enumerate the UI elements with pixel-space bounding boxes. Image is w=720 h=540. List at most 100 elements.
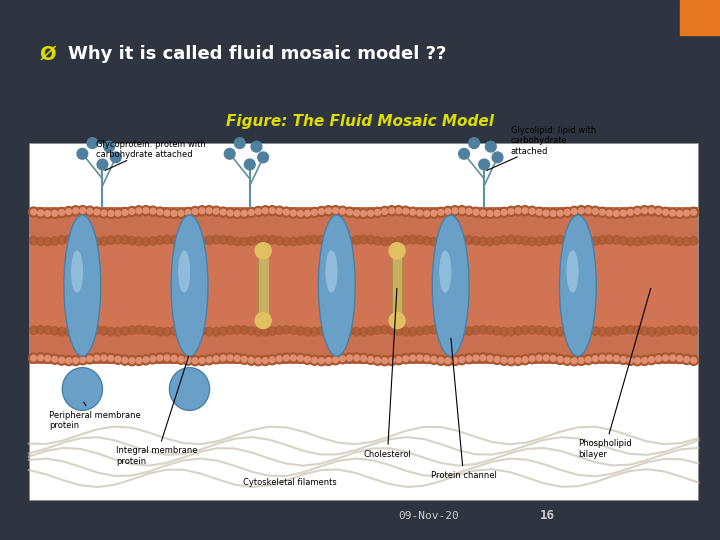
Circle shape [43, 326, 52, 334]
Circle shape [240, 326, 248, 334]
Circle shape [600, 355, 606, 361]
Circle shape [204, 206, 214, 215]
Circle shape [228, 210, 233, 216]
Circle shape [443, 206, 453, 217]
Circle shape [225, 148, 235, 159]
Circle shape [345, 207, 354, 217]
Circle shape [150, 356, 156, 362]
Circle shape [639, 206, 649, 215]
Circle shape [380, 237, 389, 246]
Text: Figure: The Fluid Mosaic Model: Figure: The Fluid Mosaic Model [226, 114, 494, 129]
Circle shape [268, 327, 276, 335]
Circle shape [50, 237, 59, 245]
Circle shape [185, 357, 191, 363]
Circle shape [290, 210, 296, 216]
Circle shape [108, 355, 114, 361]
Circle shape [570, 356, 580, 366]
Circle shape [621, 210, 626, 216]
Circle shape [682, 354, 692, 364]
Circle shape [85, 206, 95, 216]
Circle shape [642, 208, 647, 213]
Circle shape [578, 357, 584, 363]
Circle shape [141, 206, 151, 215]
Circle shape [647, 235, 656, 244]
Circle shape [395, 327, 403, 335]
Circle shape [211, 354, 221, 364]
Circle shape [590, 354, 600, 363]
Circle shape [31, 355, 37, 361]
Text: 09-Nov-20: 09-Nov-20 [398, 511, 459, 521]
Circle shape [501, 357, 507, 363]
Circle shape [225, 353, 235, 363]
Ellipse shape [325, 251, 338, 293]
Circle shape [354, 210, 359, 216]
Text: Protein channel: Protein channel [431, 339, 496, 480]
Circle shape [269, 208, 275, 213]
Circle shape [359, 208, 369, 219]
Circle shape [347, 210, 352, 215]
Circle shape [324, 326, 333, 335]
Circle shape [471, 207, 481, 217]
Circle shape [35, 353, 45, 363]
Circle shape [71, 355, 81, 366]
Circle shape [535, 326, 544, 334]
Circle shape [387, 326, 396, 334]
Circle shape [71, 235, 80, 244]
Circle shape [303, 327, 312, 336]
Circle shape [557, 210, 563, 216]
Circle shape [618, 208, 629, 218]
Circle shape [36, 237, 45, 246]
Circle shape [233, 237, 241, 246]
Circle shape [417, 210, 423, 216]
Circle shape [178, 356, 184, 362]
Circle shape [626, 355, 636, 366]
Bar [392, 246, 402, 326]
Circle shape [234, 211, 240, 217]
Circle shape [219, 327, 228, 335]
Circle shape [256, 358, 261, 363]
Circle shape [136, 357, 142, 363]
Circle shape [583, 206, 593, 215]
Circle shape [577, 237, 585, 246]
Circle shape [317, 206, 326, 217]
Circle shape [485, 353, 495, 363]
Circle shape [97, 159, 108, 170]
Circle shape [688, 355, 698, 366]
Circle shape [593, 356, 598, 361]
Circle shape [572, 208, 577, 214]
Circle shape [359, 327, 368, 336]
Circle shape [232, 353, 242, 363]
Circle shape [226, 326, 235, 335]
Circle shape [633, 326, 642, 334]
Circle shape [656, 356, 662, 361]
Circle shape [450, 206, 460, 216]
Circle shape [148, 237, 157, 245]
Circle shape [522, 208, 528, 213]
Circle shape [261, 235, 269, 244]
Circle shape [368, 211, 374, 216]
Circle shape [572, 358, 577, 363]
Circle shape [513, 355, 523, 366]
Circle shape [86, 237, 94, 246]
Circle shape [122, 357, 127, 363]
Circle shape [485, 208, 495, 219]
Circle shape [583, 355, 593, 365]
Circle shape [289, 208, 298, 218]
Circle shape [550, 211, 556, 217]
Circle shape [122, 210, 127, 215]
Circle shape [29, 207, 39, 217]
Circle shape [191, 326, 199, 334]
Circle shape [204, 355, 214, 365]
Circle shape [544, 210, 549, 216]
Circle shape [319, 358, 324, 363]
Circle shape [254, 327, 263, 336]
Circle shape [163, 327, 171, 336]
Circle shape [556, 235, 564, 244]
Circle shape [87, 208, 93, 214]
Circle shape [469, 138, 480, 148]
Text: Glycoprotein: protein with
carbohydrate attached: Glycoprotein: protein with carbohydrate … [96, 140, 205, 171]
Circle shape [156, 236, 164, 245]
Circle shape [647, 206, 657, 215]
Circle shape [382, 208, 387, 214]
Circle shape [155, 207, 165, 217]
